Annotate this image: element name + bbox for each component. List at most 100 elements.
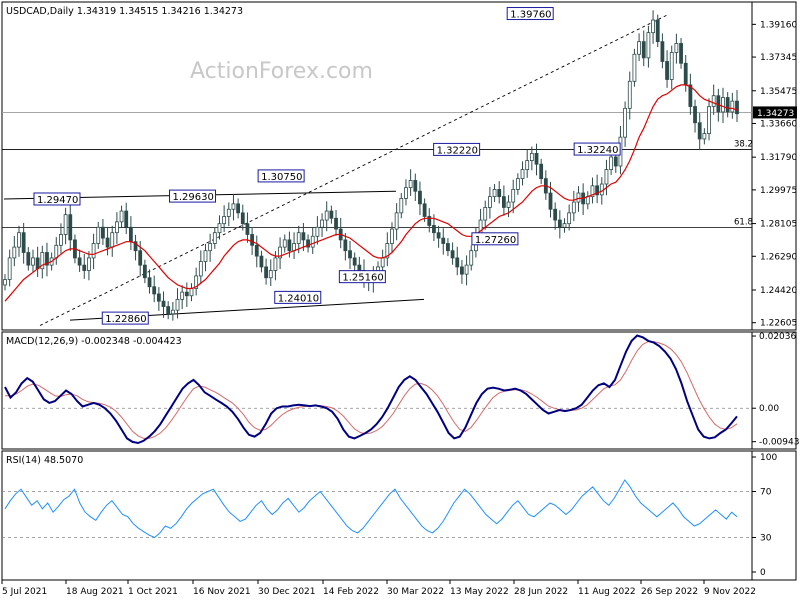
macd-signal-line bbox=[5, 341, 738, 439]
price-label-text: 1.39760 bbox=[510, 10, 551, 21]
candle-body bbox=[627, 80, 632, 109]
candle-body bbox=[567, 212, 572, 225]
y-tick-label: 1.29975 bbox=[760, 186, 797, 196]
candle-body bbox=[669, 52, 674, 80]
candle-body bbox=[310, 235, 315, 248]
candle-body bbox=[674, 43, 679, 53]
current-price-marker bbox=[753, 106, 797, 119]
candle-body bbox=[296, 232, 301, 244]
x-tick-label: 26 Sep 2022 bbox=[641, 587, 698, 597]
candle-body bbox=[721, 97, 725, 113]
candle-body bbox=[711, 95, 716, 107]
candle-body bbox=[45, 252, 49, 266]
price-label-box bbox=[101, 311, 149, 325]
candle-body bbox=[212, 232, 217, 244]
candle-body bbox=[604, 169, 609, 185]
candle-body bbox=[156, 293, 161, 302]
candle-body bbox=[562, 223, 567, 228]
candle-body bbox=[133, 241, 138, 252]
candle-body bbox=[119, 210, 124, 223]
price-label-text: 1.25160 bbox=[342, 273, 383, 284]
candle-body bbox=[702, 133, 707, 140]
candle-body bbox=[534, 152, 539, 165]
candle-body bbox=[460, 266, 464, 275]
candle-body bbox=[306, 239, 310, 248]
candle-body bbox=[282, 239, 287, 248]
candle-body bbox=[236, 203, 241, 214]
price-panel: ActionForex.com USDCAD,Daily 1.34319 1.34… bbox=[1, 1, 797, 331]
candle-body bbox=[646, 32, 651, 59]
candle-body bbox=[245, 223, 250, 235]
rsi-y-tick-label: 30 bbox=[760, 534, 772, 544]
price-label-box bbox=[573, 142, 621, 156]
candle-body bbox=[380, 257, 385, 268]
candle-body bbox=[334, 217, 338, 230]
candle-body bbox=[348, 250, 352, 259]
candle-body bbox=[651, 19, 655, 34]
candle-body bbox=[82, 264, 87, 271]
candle-body bbox=[408, 180, 413, 189]
price-label-box bbox=[274, 290, 322, 304]
candle-body bbox=[357, 264, 362, 271]
candle-body bbox=[170, 309, 175, 315]
macd-y-tick-label: 0.00 bbox=[759, 404, 779, 414]
y-tick-label: 1.39160 bbox=[760, 20, 797, 30]
rsi-line bbox=[4, 479, 738, 539]
candle-body bbox=[576, 192, 581, 203]
candle-body bbox=[613, 156, 618, 167]
candle-body bbox=[273, 257, 278, 271]
price-label-box bbox=[471, 232, 519, 246]
candle-body bbox=[184, 291, 189, 297]
candle-body bbox=[735, 100, 739, 115]
candle-body bbox=[124, 210, 129, 228]
y-tick-label: 1.35475 bbox=[760, 87, 797, 97]
price-label-text: 1.32240 bbox=[577, 145, 618, 156]
macd-pane-frame bbox=[1, 331, 797, 450]
fib-label: 61.8 bbox=[734, 218, 753, 228]
candle-body bbox=[329, 210, 334, 219]
candle-body bbox=[506, 201, 511, 208]
rsi-y-tick-label: 0 bbox=[760, 568, 766, 578]
x-tick-label: 13 May 2022 bbox=[450, 587, 509, 597]
macd-header: MACD(12,26,9) -0.002348 -0.004423 bbox=[6, 336, 182, 347]
rsi-header: RSI(14) 48.5070 bbox=[6, 455, 83, 466]
x-tick-label: 30 Dec 2021 bbox=[258, 587, 316, 597]
candle-body bbox=[77, 257, 82, 266]
candle-body bbox=[418, 190, 422, 205]
candle-body bbox=[660, 41, 665, 62]
candle-body bbox=[422, 203, 427, 217]
candle-body bbox=[315, 226, 320, 237]
y-tick-label: 1.31790 bbox=[760, 153, 797, 163]
candle-body bbox=[17, 232, 21, 248]
macd-line bbox=[4, 334, 738, 445]
candle-body bbox=[483, 207, 488, 221]
candle-body bbox=[142, 264, 147, 279]
candle-body bbox=[557, 219, 562, 228]
candle-body bbox=[147, 277, 152, 288]
candle-body bbox=[394, 212, 399, 230]
candle-body bbox=[352, 257, 357, 266]
candle-body bbox=[189, 288, 194, 297]
price-label-text: 1.27260 bbox=[475, 235, 516, 246]
price-label-box bbox=[433, 142, 481, 156]
y-tick-label: 1.24420 bbox=[760, 286, 797, 296]
y-tick-label: 1.37345 bbox=[760, 53, 797, 63]
y-tick-label: 1.28105 bbox=[760, 220, 797, 230]
candle-body bbox=[7, 257, 12, 280]
price-header: USDCAD,Daily 1.34319 1.34515 1.34216 1.3… bbox=[6, 6, 243, 17]
candle-body bbox=[231, 203, 236, 210]
rsi-y-tick-label: 100 bbox=[760, 453, 777, 463]
candle-body bbox=[571, 201, 576, 214]
candle-body bbox=[399, 198, 404, 214]
x-tick-label: 1 Oct 2021 bbox=[128, 587, 178, 597]
candle-body bbox=[343, 239, 348, 252]
candle-body bbox=[68, 214, 73, 241]
candle-body bbox=[683, 62, 688, 86]
y-tick-label: 1.26290 bbox=[760, 252, 797, 262]
price-pane-frame bbox=[1, 1, 797, 331]
candle-body bbox=[441, 237, 446, 244]
candle-body bbox=[697, 122, 702, 140]
candle-body bbox=[175, 298, 180, 311]
candle-body bbox=[390, 228, 394, 244]
